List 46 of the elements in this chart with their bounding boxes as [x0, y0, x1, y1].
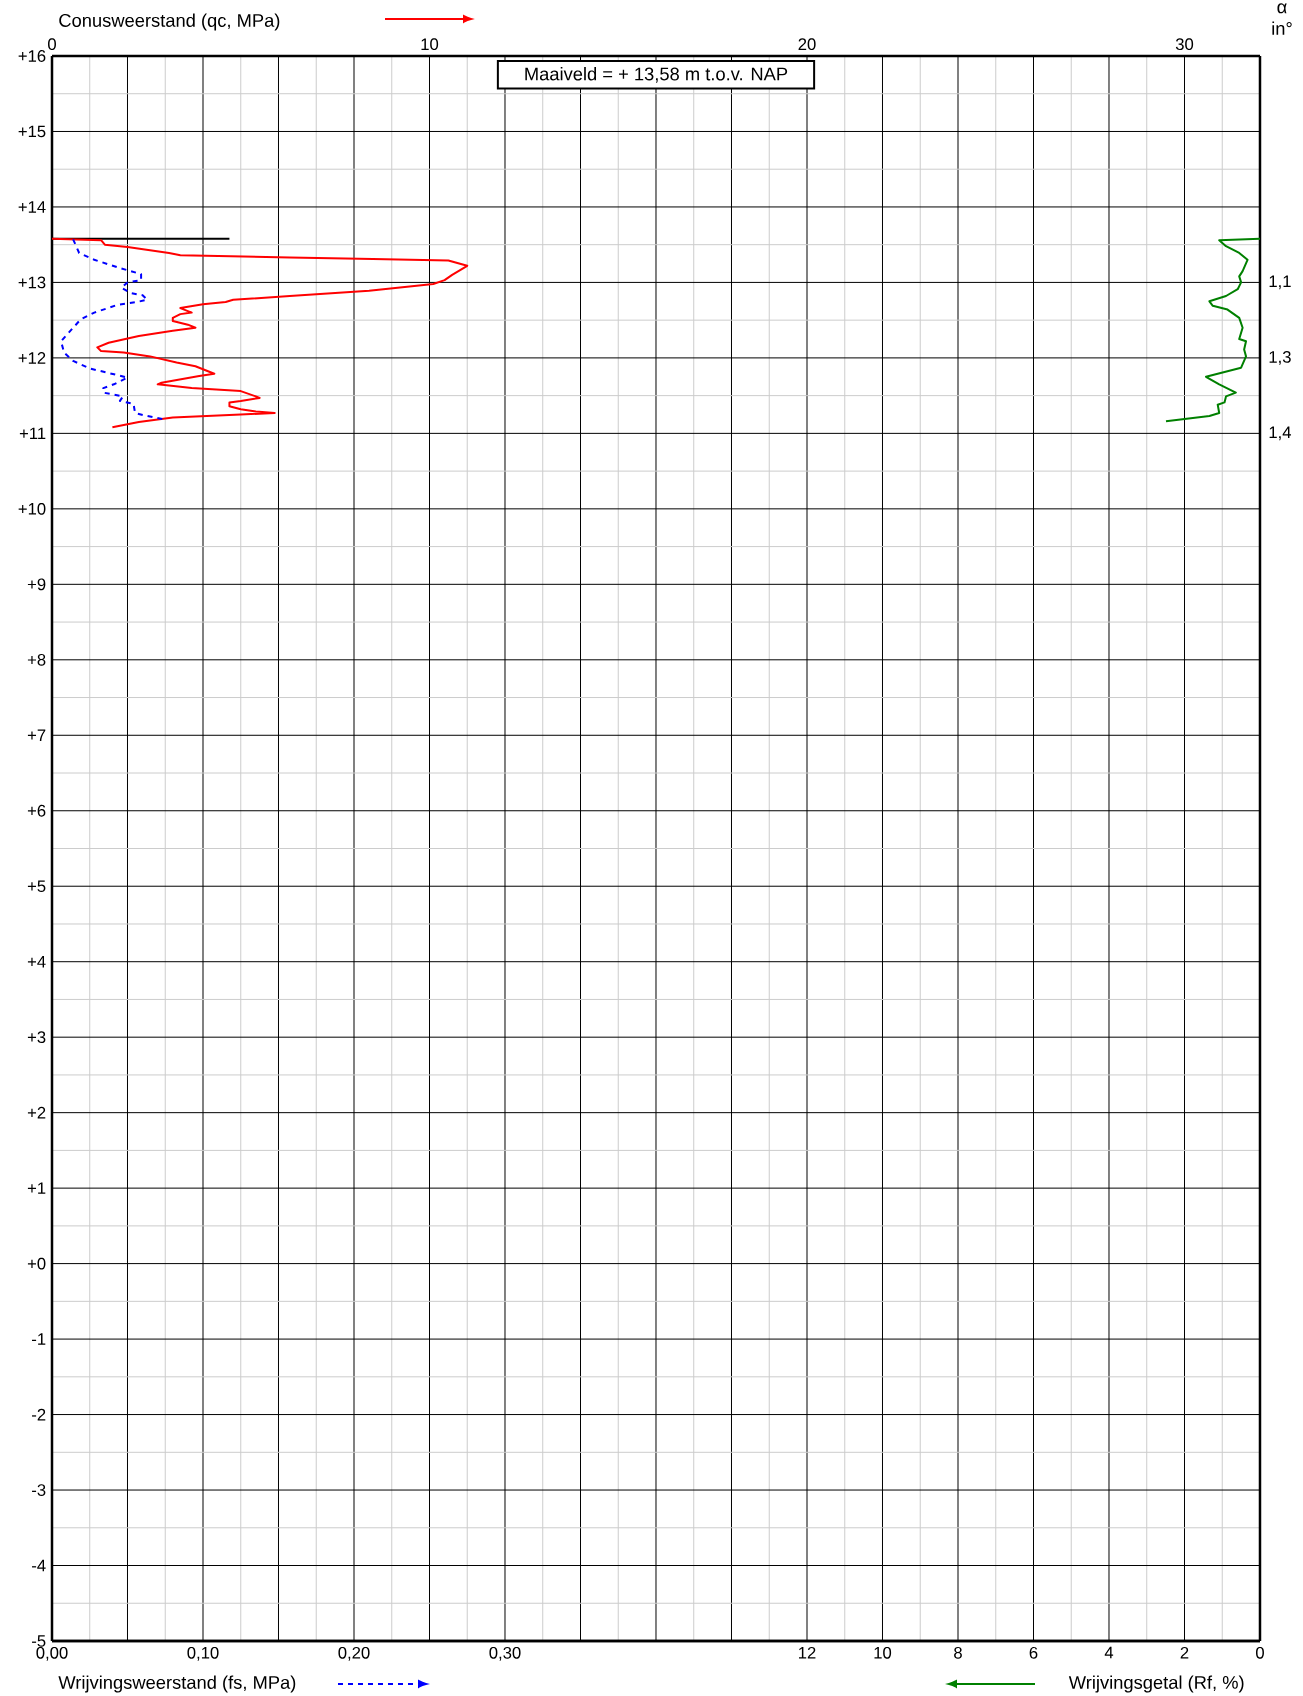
- x-tick-label: 0: [1256, 1646, 1264, 1659]
- x2-tick-label: 0: [48, 38, 56, 51]
- y-tick-label: -3: [32, 1484, 46, 1496]
- y-tick-label: +10: [18, 502, 46, 515]
- y-tick-label: -4: [32, 1559, 46, 1572]
- x-axis-title: Wrijvingsweerstand (fs, MPa): [58, 1675, 296, 1693]
- y-tick-label: +8: [27, 653, 46, 666]
- y-tick-label: +14: [18, 201, 46, 213]
- y-tick-label: +16: [18, 50, 46, 62]
- x-tick-label: 0,30: [489, 1646, 521, 1661]
- y-tick-label: +13: [18, 276, 46, 289]
- text: 1,1: [1269, 275, 1291, 290]
- x-tick-label: 12: [799, 1646, 816, 1659]
- annotation: Maaiveld = + 13,58 m t.o.v. NAP: [525, 67, 788, 83]
- y-tick-label: +11: [19, 427, 46, 440]
- x-tick-label: 0,10: [187, 1646, 219, 1661]
- text: 1,3: [1269, 351, 1291, 365]
- x-tick-label: 6: [1029, 1646, 1038, 1659]
- x-tick-label: 10: [874, 1646, 892, 1659]
- x-tick-label: 2: [1180, 1646, 1189, 1659]
- y-tick-label: +6: [27, 804, 46, 817]
- x2-axis-title: Conusweerstand (qc, MPa): [59, 13, 280, 31]
- text: α in°: [1272, 3, 1292, 35]
- x2-tick-label: 10: [421, 38, 439, 51]
- x-axis-title: Wrijvingsgetal (Rf, %): [1068, 1675, 1244, 1693]
- y-tick-label: +7: [27, 729, 46, 742]
- y-tick-label: -2: [32, 1408, 46, 1421]
- y-tick-label: +2: [27, 1106, 46, 1119]
- y-tick-label: +3: [27, 1031, 46, 1044]
- y-tick-label: +12: [18, 352, 46, 364]
- x-tick-label: 8: [954, 1646, 962, 1659]
- x-tick-label: 0,00: [36, 1646, 68, 1661]
- x-tick-label: 4: [1104, 1646, 1114, 1659]
- y-tick-label: +0: [27, 1257, 46, 1270]
- y-tick-label: +5: [27, 880, 46, 893]
- y-tick-label: +1: [27, 1182, 46, 1194]
- x-tick-label: 0,20: [338, 1646, 370, 1661]
- line-series: [60, 238, 164, 421]
- x2-tick-label: 20: [798, 38, 816, 51]
- y-tick-label: +15: [18, 125, 46, 138]
- x2-tick-label: 30: [1175, 38, 1194, 51]
- y-tick-label: -5: [32, 1635, 46, 1647]
- y-tick-label: +9: [27, 578, 46, 591]
- text: 1,4: [1269, 426, 1292, 441]
- y-tick-label: +4: [27, 955, 46, 968]
- y-tick-label: -1: [32, 1333, 46, 1345]
